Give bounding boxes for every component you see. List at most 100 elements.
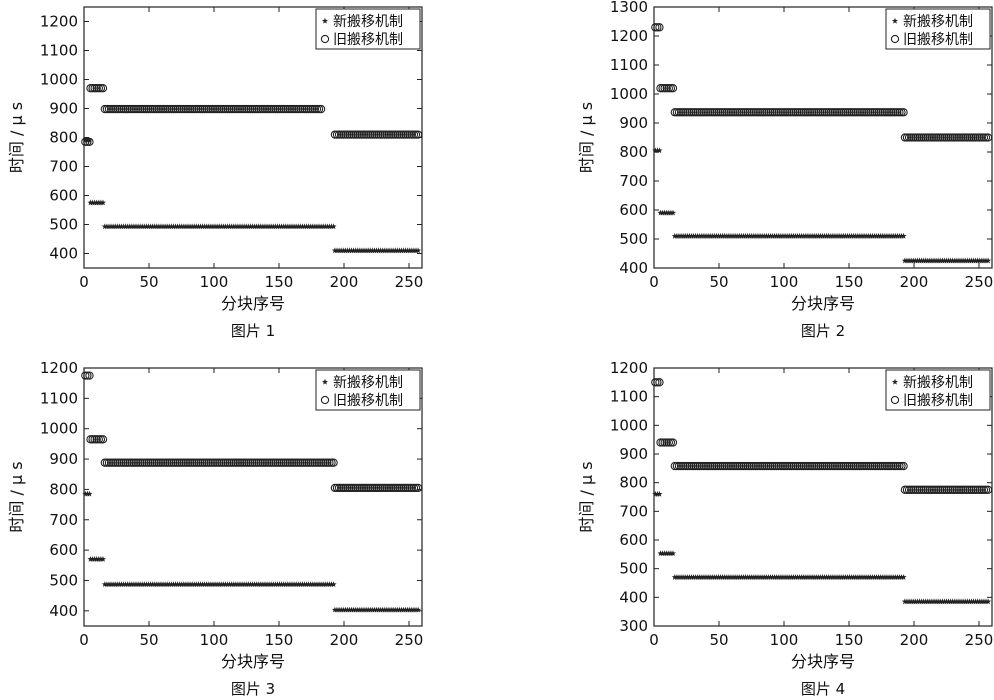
data-point-old xyxy=(370,483,379,493)
data-point-old xyxy=(697,108,706,117)
data-point-old xyxy=(256,104,265,114)
data-point-old xyxy=(923,485,932,494)
data-point-old xyxy=(942,485,951,494)
data-point-old xyxy=(202,104,211,114)
data-point-old xyxy=(208,458,218,467)
y-tick-label: 500 xyxy=(49,571,78,589)
data-point-old xyxy=(405,483,414,493)
data-point-old xyxy=(843,461,852,471)
data-point-old xyxy=(718,461,727,471)
data-point-old xyxy=(799,461,808,471)
y-tick-label: 1000 xyxy=(40,420,78,438)
data-point-old xyxy=(958,485,968,494)
data-point-old xyxy=(862,108,871,117)
data-point-old xyxy=(179,458,188,467)
data-point-old xyxy=(262,458,272,467)
x-axis-label: 分块序号 xyxy=(791,294,855,313)
data-point-old xyxy=(177,104,186,114)
data-point-old xyxy=(217,458,226,467)
data-point-old xyxy=(981,485,991,494)
series-new xyxy=(82,490,422,613)
data-point-old xyxy=(244,104,253,114)
data-point-old xyxy=(374,483,383,493)
data-point-old xyxy=(119,104,128,114)
data-point-old xyxy=(252,458,261,467)
data-point-old xyxy=(849,108,858,117)
data-point-old xyxy=(244,458,253,467)
data-point-old xyxy=(113,458,122,467)
data-point-old xyxy=(330,483,340,493)
data-point-old xyxy=(156,458,166,467)
data-point-old xyxy=(194,458,203,467)
data-point-old xyxy=(260,458,270,467)
data-point-old xyxy=(304,104,313,114)
data-point-old xyxy=(138,104,147,114)
data-point-old xyxy=(755,108,765,117)
y-tick-label: 900 xyxy=(49,100,78,118)
data-point-old xyxy=(662,84,671,93)
data-point-old xyxy=(334,130,344,139)
chart-panel-4: 0 50 100 150 200 250 300 400 500 600 700 800 900 1000… xyxy=(577,359,993,698)
data-point-old xyxy=(699,461,709,471)
data-point-old xyxy=(672,461,682,471)
data-point-old xyxy=(803,461,813,471)
data-point-old xyxy=(956,485,966,494)
data-point-old xyxy=(285,104,295,114)
y-axis-label: 时间 / μ s xyxy=(577,102,596,173)
data-point-old xyxy=(181,104,191,114)
data-point-old xyxy=(768,461,777,471)
data-point-old xyxy=(115,458,124,467)
x-tick-label: 100 xyxy=(770,273,799,291)
data-point-old xyxy=(853,461,862,471)
y-tick-label: 400 xyxy=(49,245,78,263)
data-point-old xyxy=(235,458,245,467)
data-point-old xyxy=(855,108,865,117)
data-point-old xyxy=(100,458,109,467)
data-point-old xyxy=(837,461,846,471)
data-point-old xyxy=(674,108,684,117)
data-point-old xyxy=(797,461,806,471)
data-point-old xyxy=(177,458,186,467)
data-point-old xyxy=(121,458,130,467)
data-point-old xyxy=(927,133,937,142)
data-point-old xyxy=(96,435,106,444)
data-point-old xyxy=(712,461,721,471)
data-point-old xyxy=(724,461,734,471)
data-point-old xyxy=(287,104,297,114)
data-point-old xyxy=(687,108,696,117)
data-point-old xyxy=(136,104,145,114)
data-point-old xyxy=(242,458,251,467)
data-point-old xyxy=(403,483,412,493)
data-point-old xyxy=(857,461,867,471)
data-point-old xyxy=(327,458,336,467)
data-point-old xyxy=(200,104,209,114)
data-point-old xyxy=(805,108,815,117)
data-point-old xyxy=(237,104,247,114)
data-point-old xyxy=(405,130,414,139)
data-point-old xyxy=(106,104,116,114)
data-point-old xyxy=(681,461,690,471)
data-point-old xyxy=(104,104,114,114)
data-point-old xyxy=(231,458,240,467)
data-point-old xyxy=(741,461,750,471)
data-point-old xyxy=(264,104,274,114)
data-point-old xyxy=(872,108,881,117)
data-point-old xyxy=(298,458,307,467)
data-point-old xyxy=(173,458,182,467)
data-point-new xyxy=(985,257,992,264)
y-tick-label: 400 xyxy=(619,259,648,277)
data-point-old xyxy=(722,461,731,471)
data-point-old xyxy=(219,458,228,467)
data-point-old xyxy=(316,104,326,114)
data-point-old xyxy=(173,104,182,114)
data-point-old xyxy=(361,130,371,139)
data-point-old xyxy=(403,130,412,139)
data-point-old xyxy=(666,84,676,93)
data-point-old xyxy=(950,133,959,142)
data-point-old xyxy=(233,458,243,467)
data-point-old xyxy=(372,483,381,493)
data-point-old xyxy=(240,458,249,467)
data-point-old xyxy=(275,104,284,114)
y-tick-label: 500 xyxy=(619,560,648,578)
data-point-old xyxy=(123,458,132,467)
